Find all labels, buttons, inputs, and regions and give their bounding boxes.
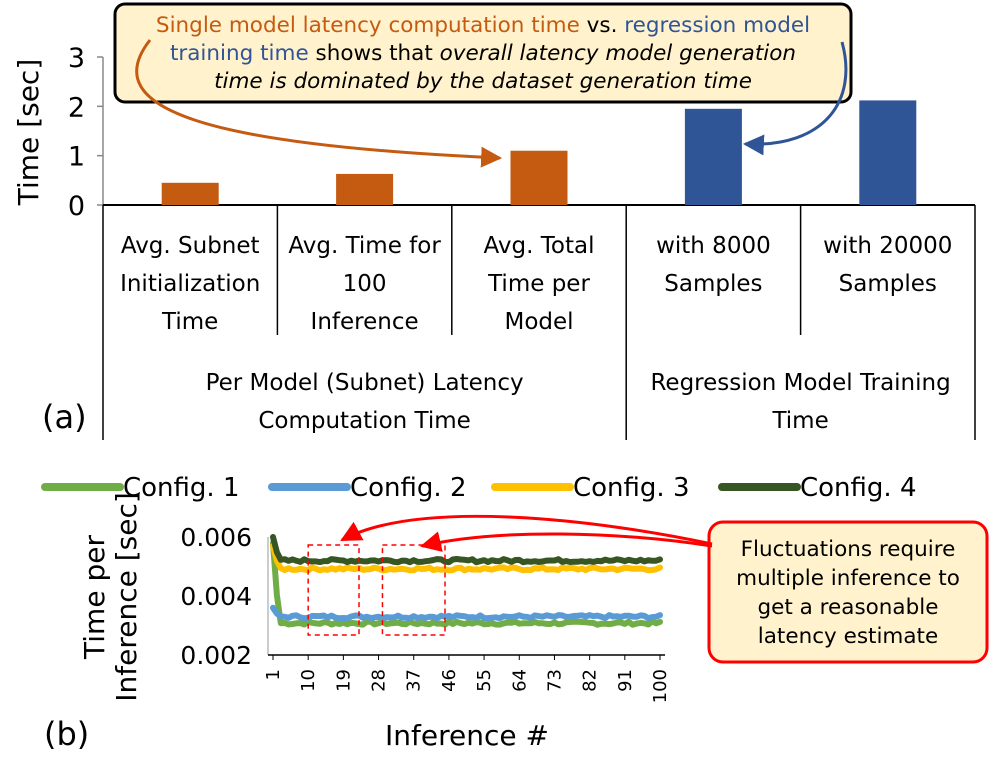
annotation-segment: regression model — [624, 13, 810, 38]
bar — [336, 173, 394, 205]
category-label: Initialization — [120, 271, 260, 297]
category-label: Avg. Subnet — [121, 233, 260, 259]
annotation-segment: Single model latency computation time — [156, 13, 580, 38]
panel-b-callout-text: Fluctuations require multiple inference t… — [736, 537, 960, 649]
x-tick-label: 28 — [369, 669, 390, 692]
bar — [161, 182, 219, 205]
x-tick-label: 100 — [650, 669, 671, 703]
panel-b: (b) Config. 1 Config. 2 Config. 3 Config. 4… — [41, 473, 989, 753]
x-tick-label: 73 — [544, 669, 565, 692]
annotation-segment: vs. — [580, 13, 624, 38]
category-label: Samples — [664, 271, 762, 297]
callout-line: multiple inference to — [736, 566, 960, 591]
panel-b-callout-box — [707, 520, 989, 664]
series-line — [270, 604, 663, 622]
category-label: Inference — [311, 309, 419, 335]
group-label: Regression Model Training — [650, 370, 950, 396]
callout-line: get a reasonable — [758, 595, 939, 620]
legend-label: Config. 3 — [573, 473, 690, 503]
panel-a-label: (a) — [42, 398, 87, 436]
panel-a: (a) Time [sec] 0 1 2 3 Avg. Subnet Initializ… — [12, 2, 976, 440]
category-label: with 20000 — [823, 233, 952, 259]
panel-a-group-labels: Per Model (Subnet) Latency Computation Ti… — [102, 205, 976, 440]
panel-b-y-ticks: 0.002 0.004 0.006 — [180, 523, 252, 670]
panel-a-bars — [161, 100, 917, 205]
panel-b-y-axis-label-line-1: Time per — [78, 535, 111, 660]
panel-b-series-lines — [270, 534, 663, 628]
panel-a-annotation-line-3: time is dominated by the dataset generat… — [214, 69, 752, 94]
callout-line: Fluctuations require — [741, 537, 956, 562]
group-label: Per Model (Subnet) Latency — [206, 370, 524, 396]
category-label: Time — [161, 309, 218, 335]
x-tick-label: 37 — [404, 669, 425, 692]
bar — [859, 100, 917, 205]
x-tick-label: 64 — [509, 669, 530, 692]
category-label: 100 — [343, 271, 387, 297]
y-tick-label: 3 — [68, 43, 85, 74]
legend-label: Config. 4 — [800, 473, 917, 503]
blue-arrow — [742, 41, 848, 156]
legend-label: Config. 2 — [350, 473, 467, 503]
bar — [510, 150, 568, 205]
x-tick-label: 82 — [580, 669, 601, 692]
panel-a-annotation-line-2: training time shows that overall latency… — [170, 41, 796, 66]
y-tick-label: 1 — [68, 142, 85, 173]
panel-a-y-axis-label: Time [sec] — [12, 59, 45, 206]
category-label: Samples — [839, 271, 937, 297]
panel-b-label: (b) — [44, 715, 89, 753]
annotation-segment: shows that — [309, 41, 440, 66]
panel-a-category-labels: Avg. Subnet Initialization Time Avg. Time f… — [120, 233, 952, 335]
y-tick-label: 0.006 — [180, 523, 252, 552]
series-line — [270, 542, 663, 574]
legend-label: Config. 1 — [123, 473, 240, 503]
y-tick-label: 0.002 — [180, 641, 252, 670]
panel-b-legend: Config. 1 Config. 2 Config. 3 Config. 4 — [41, 473, 917, 503]
panel-b-x-ticks: 1 10 19 28 37 46 55 64 73 82 91 100 — [263, 655, 671, 703]
category-label: with 8000 — [656, 233, 771, 259]
series-line — [270, 539, 663, 628]
panel-a-annotation-box — [113, 2, 853, 104]
category-label: Time per — [487, 271, 590, 297]
panel-b-highlight-boxes — [307, 544, 446, 636]
panel-b-y-axis-label-line-2: Inference [sec] — [110, 492, 143, 702]
series-line — [270, 534, 663, 566]
y-tick-label: 0 — [68, 191, 85, 222]
group-label: Time — [771, 408, 828, 434]
red-arrow-2 — [419, 531, 713, 552]
category-label: Model — [504, 309, 573, 335]
x-tick-label: 91 — [615, 669, 636, 692]
y-tick-label: 0.004 — [180, 582, 252, 611]
category-label: Avg. Time for — [288, 233, 441, 259]
panel-a-y-ticks: 0 1 2 3 — [68, 43, 103, 222]
x-tick-label: 55 — [474, 669, 495, 692]
annotation-segment: training time — [170, 41, 309, 66]
callout-line: latency estimate — [758, 624, 938, 649]
category-label: Avg. Total — [484, 233, 595, 259]
panel-a-annotation-line-1: Single model latency computation time vs… — [156, 13, 810, 38]
panel-b-x-axis-label: Inference # — [385, 719, 549, 752]
highlight-box — [381, 544, 446, 636]
x-tick-label: 46 — [439, 669, 460, 692]
highlight-box — [307, 544, 360, 636]
y-tick-label: 2 — [68, 92, 85, 123]
bar — [684, 108, 742, 205]
x-tick-label: 19 — [333, 669, 354, 692]
group-label: Computation Time — [258, 408, 470, 434]
x-tick-label: 1 — [263, 669, 284, 680]
red-arrow-1 — [340, 514, 713, 546]
annotation-segment: time is dominated by the dataset generat… — [214, 69, 752, 94]
orange-arrow — [135, 39, 503, 168]
x-tick-label: 10 — [298, 669, 319, 692]
annotation-segment: overall latency model generation — [440, 41, 796, 66]
